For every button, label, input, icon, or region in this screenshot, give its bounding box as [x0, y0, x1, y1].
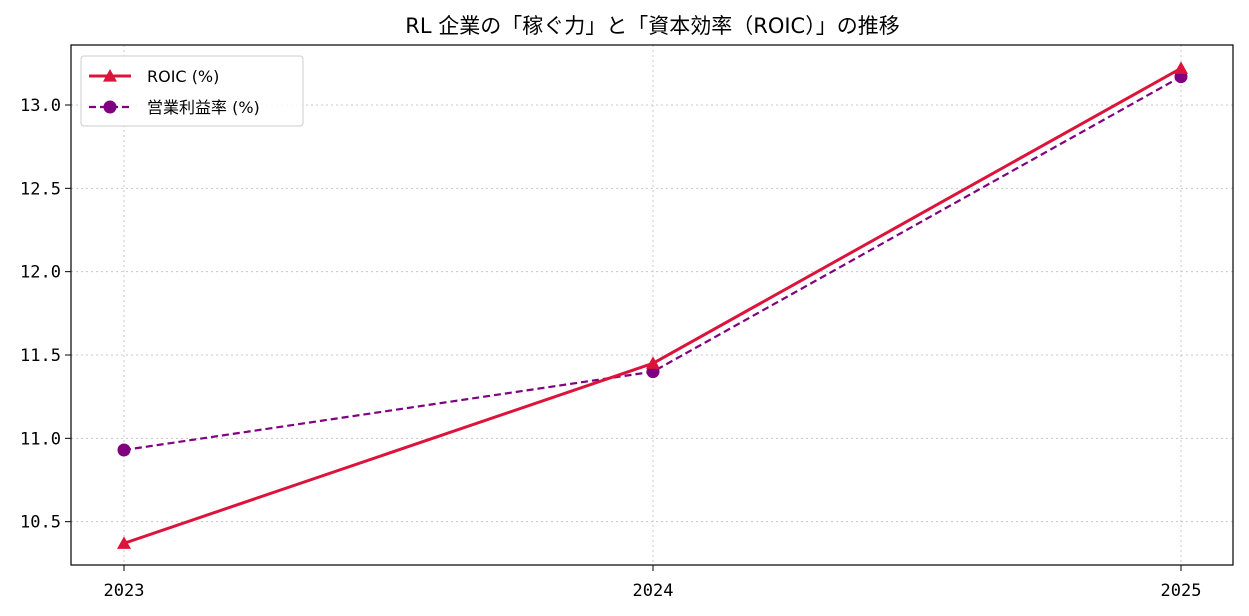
- legend-label: 営業利益率 (%): [147, 98, 260, 117]
- series-line: [123, 75, 1182, 452]
- y-axis: 10.5 11.0 11.5 12.0 12.5 13.0: [20, 96, 71, 533]
- grid-lines: [71, 45, 1233, 565]
- data-point: [1174, 61, 1188, 74]
- y-tick-label: 11.5: [20, 346, 61, 366]
- y-tick-label: 11.0: [20, 429, 61, 449]
- data-point: [117, 536, 131, 549]
- chart-title: RL 企業の「稼ぐ力」と「資本効率（ROIC）」の推移: [405, 14, 900, 38]
- series-layer: [117, 61, 1188, 549]
- legend: ROIC (%) 営業利益率 (%): [80, 55, 304, 127]
- legend-label: ROIC (%): [147, 67, 219, 86]
- y-tick-label: 12.5: [20, 179, 61, 199]
- x-tick-label: 2023: [104, 581, 145, 601]
- x-tick-label: 2024: [633, 581, 674, 601]
- series-operating-margin: [117, 70, 1188, 457]
- series-roic: [117, 61, 1188, 549]
- data-point: [646, 356, 660, 369]
- x-tick-label: 2025: [1161, 581, 1202, 601]
- plot-frame: [70, 44, 1234, 566]
- x-axis: 2023 2024 2025: [104, 565, 1202, 601]
- y-tick-label: 12.0: [20, 263, 61, 283]
- legend-marker: [103, 100, 117, 114]
- legend-marker: [103, 69, 117, 82]
- y-tick-label: 10.5: [20, 513, 61, 533]
- legend-box: [80, 55, 304, 127]
- data-point: [117, 443, 131, 457]
- y-tick-label: 13.0: [20, 96, 61, 116]
